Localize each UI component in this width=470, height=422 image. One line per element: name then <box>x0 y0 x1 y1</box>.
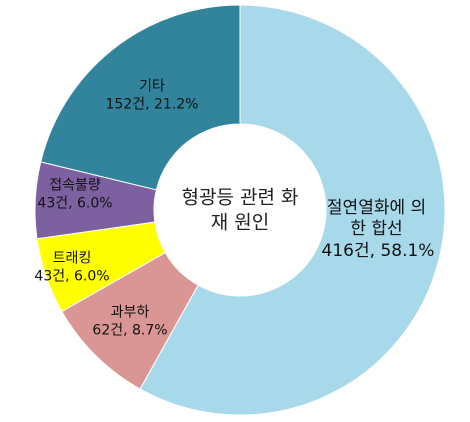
category-label: 절연열화에 의한 합선 <box>326 198 427 240</box>
segment-label: 트래킹 43건, 6.0% <box>34 251 109 286</box>
category-label: 과부하 <box>110 304 150 321</box>
value-label: 152건, 21.2% <box>105 96 199 112</box>
value-label: 43건, 6.0% <box>37 195 113 211</box>
donut-segment <box>40 4 241 191</box>
category-label: 기타 <box>139 78 165 95</box>
segment-label: 기타 152건, 21.2% <box>106 79 199 114</box>
chart-title: 형광등 관련 화재 원인 <box>181 186 299 233</box>
segment-label: 절연열화에 의한 합선 416건, 58.1% <box>322 198 435 262</box>
segment-label: 과부하 62건, 8.7% <box>92 305 167 340</box>
category-label: 접속불량 <box>49 177 101 194</box>
value-label: 416건, 58.1% <box>321 240 435 261</box>
donut-segment <box>139 4 446 416</box>
segment-label: 접속불량 43건, 6.0% <box>37 178 112 213</box>
value-label: 43건, 6.0% <box>34 268 110 284</box>
category-label: 트래킹 <box>52 250 92 267</box>
value-label: 62건, 8.7% <box>92 322 168 338</box>
